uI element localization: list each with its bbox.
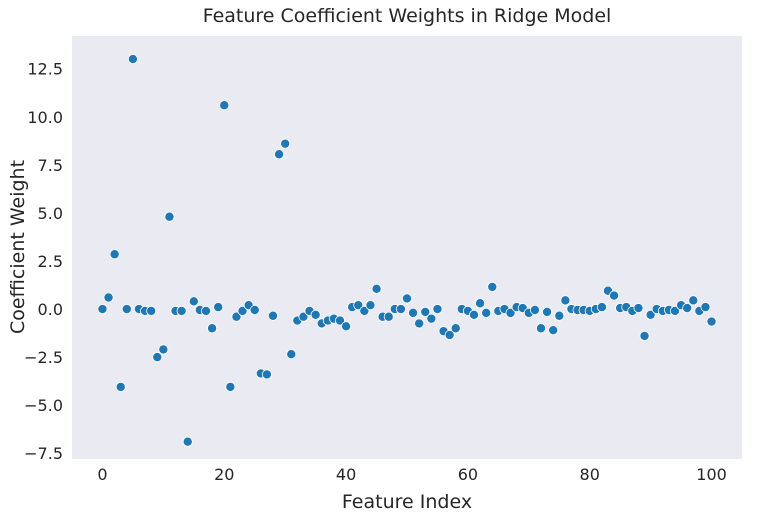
x-tick-label: 0 bbox=[97, 465, 107, 484]
data-point bbox=[426, 313, 437, 324]
y-tick-label: −2.5 bbox=[24, 348, 63, 367]
data-point bbox=[505, 307, 516, 318]
x-tick-label: 40 bbox=[336, 465, 356, 484]
data-point bbox=[359, 305, 370, 316]
data-point bbox=[706, 316, 717, 327]
data-point bbox=[341, 321, 352, 332]
data-point bbox=[213, 302, 224, 313]
data-point bbox=[225, 381, 236, 392]
data-point bbox=[310, 309, 321, 320]
y-tick-label: 10.0 bbox=[27, 108, 63, 127]
data-point bbox=[188, 296, 199, 307]
data-point bbox=[487, 281, 498, 292]
data-point bbox=[432, 304, 443, 315]
data-point bbox=[127, 54, 138, 65]
data-point bbox=[554, 310, 565, 321]
data-point bbox=[383, 311, 394, 322]
data-point bbox=[146, 305, 157, 316]
data-point bbox=[274, 149, 285, 160]
data-point bbox=[176, 305, 187, 316]
x-tick-label: 60 bbox=[458, 465, 478, 484]
data-point bbox=[152, 352, 163, 363]
data-point bbox=[286, 349, 297, 360]
data-point bbox=[688, 295, 699, 306]
y-tick-label: 12.5 bbox=[27, 60, 63, 79]
data-point bbox=[200, 305, 211, 316]
y-axis-label: Coefficient Weight bbox=[7, 160, 29, 334]
x-tick-label: 80 bbox=[580, 465, 600, 484]
y-tick-label: −7.5 bbox=[24, 444, 63, 463]
y-tick-label: 2.5 bbox=[38, 252, 63, 271]
data-point bbox=[115, 381, 126, 392]
data-point bbox=[249, 304, 260, 315]
data-point bbox=[164, 211, 175, 222]
x-tick-label: 20 bbox=[214, 465, 234, 484]
y-tick-label: −5.0 bbox=[24, 396, 63, 415]
data-point bbox=[548, 325, 559, 336]
y-tick-label: 5.0 bbox=[38, 204, 63, 223]
data-point bbox=[121, 304, 132, 315]
data-point bbox=[365, 300, 376, 311]
data-point bbox=[468, 309, 479, 320]
data-point bbox=[158, 344, 169, 355]
data-point bbox=[103, 292, 114, 303]
data-point bbox=[633, 303, 644, 314]
data-point bbox=[475, 298, 486, 309]
data-point bbox=[529, 304, 540, 315]
data-point bbox=[267, 310, 278, 321]
plot-background bbox=[72, 36, 742, 459]
data-point bbox=[371, 283, 382, 294]
data-point bbox=[700, 302, 711, 313]
data-point bbox=[536, 323, 547, 334]
data-point bbox=[395, 304, 406, 315]
data-point bbox=[261, 369, 272, 380]
data-point bbox=[609, 290, 620, 301]
data-point bbox=[298, 311, 309, 322]
data-point bbox=[353, 300, 364, 311]
data-point bbox=[414, 318, 425, 329]
data-point bbox=[670, 305, 681, 316]
data-point bbox=[401, 293, 412, 304]
data-point bbox=[231, 311, 242, 322]
data-point bbox=[334, 315, 345, 326]
data-point bbox=[109, 249, 120, 260]
y-tick-label: 0.0 bbox=[38, 300, 63, 319]
data-point bbox=[450, 323, 461, 334]
data-point bbox=[542, 306, 553, 317]
data-point bbox=[596, 302, 607, 313]
data-point bbox=[97, 304, 108, 315]
data-point bbox=[420, 306, 431, 317]
x-tick-label: 100 bbox=[696, 465, 727, 484]
y-tick-labels: −7.5 −5.0 −2.5 0.0 2.5 5.0 7.5 10.0 12.5 bbox=[24, 60, 63, 464]
x-tick-labels: 0 20 40 60 80 100 bbox=[97, 465, 726, 484]
data-point bbox=[219, 100, 230, 111]
y-tick-label: 7.5 bbox=[38, 156, 63, 175]
data-point bbox=[639, 330, 650, 341]
data-point bbox=[207, 323, 218, 334]
x-axis-label: Feature Index bbox=[342, 491, 472, 513]
chart-title: Feature Coefficient Weights in Ridge Mod… bbox=[203, 5, 612, 27]
data-point bbox=[182, 436, 193, 447]
data-point bbox=[645, 309, 656, 320]
data-point bbox=[560, 295, 571, 306]
data-point bbox=[481, 307, 492, 318]
data-point bbox=[682, 303, 693, 314]
data-point bbox=[237, 305, 248, 316]
data-points bbox=[97, 54, 717, 447]
data-point bbox=[444, 329, 455, 340]
data-point bbox=[408, 307, 419, 318]
data-point bbox=[280, 138, 291, 149]
